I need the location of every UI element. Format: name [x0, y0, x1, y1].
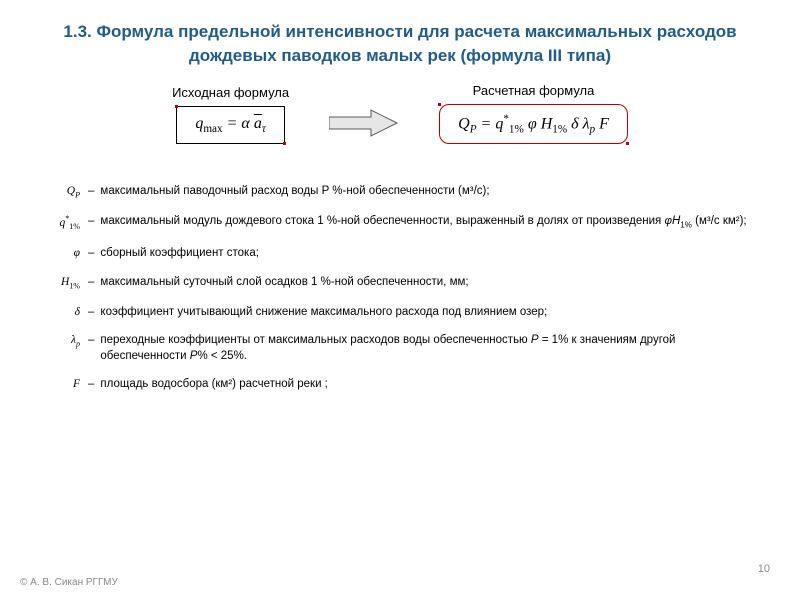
- def-symbol: H1%: [40, 275, 88, 292]
- calc-formula-col: Расчетная формула QP = q*1% φ H1% δ λp F: [439, 83, 628, 145]
- def-symbol: λp: [40, 333, 88, 364]
- calc-formula-box: QP = q*1% φ H1% δ λp F: [439, 104, 628, 145]
- calc-formula-label: Расчетная формула: [473, 83, 595, 98]
- def-text: коэффициент учитывающий снижение максима…: [100, 305, 760, 321]
- def-dash: –: [88, 246, 100, 262]
- def-text: максимальный паводочный расход воды P %-…: [100, 184, 760, 201]
- def-dash: –: [88, 275, 100, 292]
- def-dash: –: [88, 305, 100, 321]
- def-dash: –: [88, 333, 100, 364]
- def-dash: –: [88, 184, 100, 201]
- def-text: максимальный суточный слой осадков 1 %-н…: [100, 275, 760, 292]
- def-row: φ – сборный коэффициент стока;: [40, 246, 760, 262]
- definitions-list: QP – максимальный паводочный расход воды…: [40, 184, 760, 393]
- def-row: F – площадь водосбора (км²) расчетной ре…: [40, 377, 760, 393]
- def-dash: –: [88, 377, 100, 393]
- def-dash: –: [88, 214, 100, 233]
- def-symbol: q*1%: [40, 214, 88, 233]
- def-row: QP – максимальный паводочный расход воды…: [40, 184, 760, 201]
- source-formula-box: qmax = α aτ: [176, 106, 284, 144]
- def-symbol: φ: [40, 246, 88, 262]
- def-row: q*1% – максимальный модуль дождевого сто…: [40, 214, 760, 233]
- source-formula-col: Исходная формула qmax = α aτ: [172, 85, 289, 144]
- formula-row: Исходная формула qmax = α aτ Расчетная ф…: [40, 83, 760, 145]
- section-title: 1.3. Формула предельной интенсивности дл…: [40, 20, 760, 68]
- def-text: площадь водосбора (км²) расчетной реки ;: [100, 377, 760, 393]
- source-formula-label: Исходная формула: [172, 85, 289, 100]
- copyright: © А. В. Сикан РГГМУ: [20, 577, 118, 588]
- def-text: переходные коэффициенты от максимальных …: [100, 333, 760, 364]
- def-symbol: δ: [40, 305, 88, 321]
- def-row: H1% – максимальный суточный слой осадков…: [40, 275, 760, 292]
- def-row: δ – коэффициент учитывающий снижение мак…: [40, 305, 760, 321]
- arrow-icon: [329, 108, 399, 138]
- def-row: λp – переходные коэффициенты от максимал…: [40, 333, 760, 364]
- def-symbol: QP: [40, 184, 88, 201]
- def-text: сборный коэффициент стока;: [100, 246, 760, 262]
- def-symbol: F: [40, 377, 88, 393]
- page-number: 10: [758, 563, 770, 575]
- def-text: максимальный модуль дождевого стока 1 %-…: [100, 214, 760, 233]
